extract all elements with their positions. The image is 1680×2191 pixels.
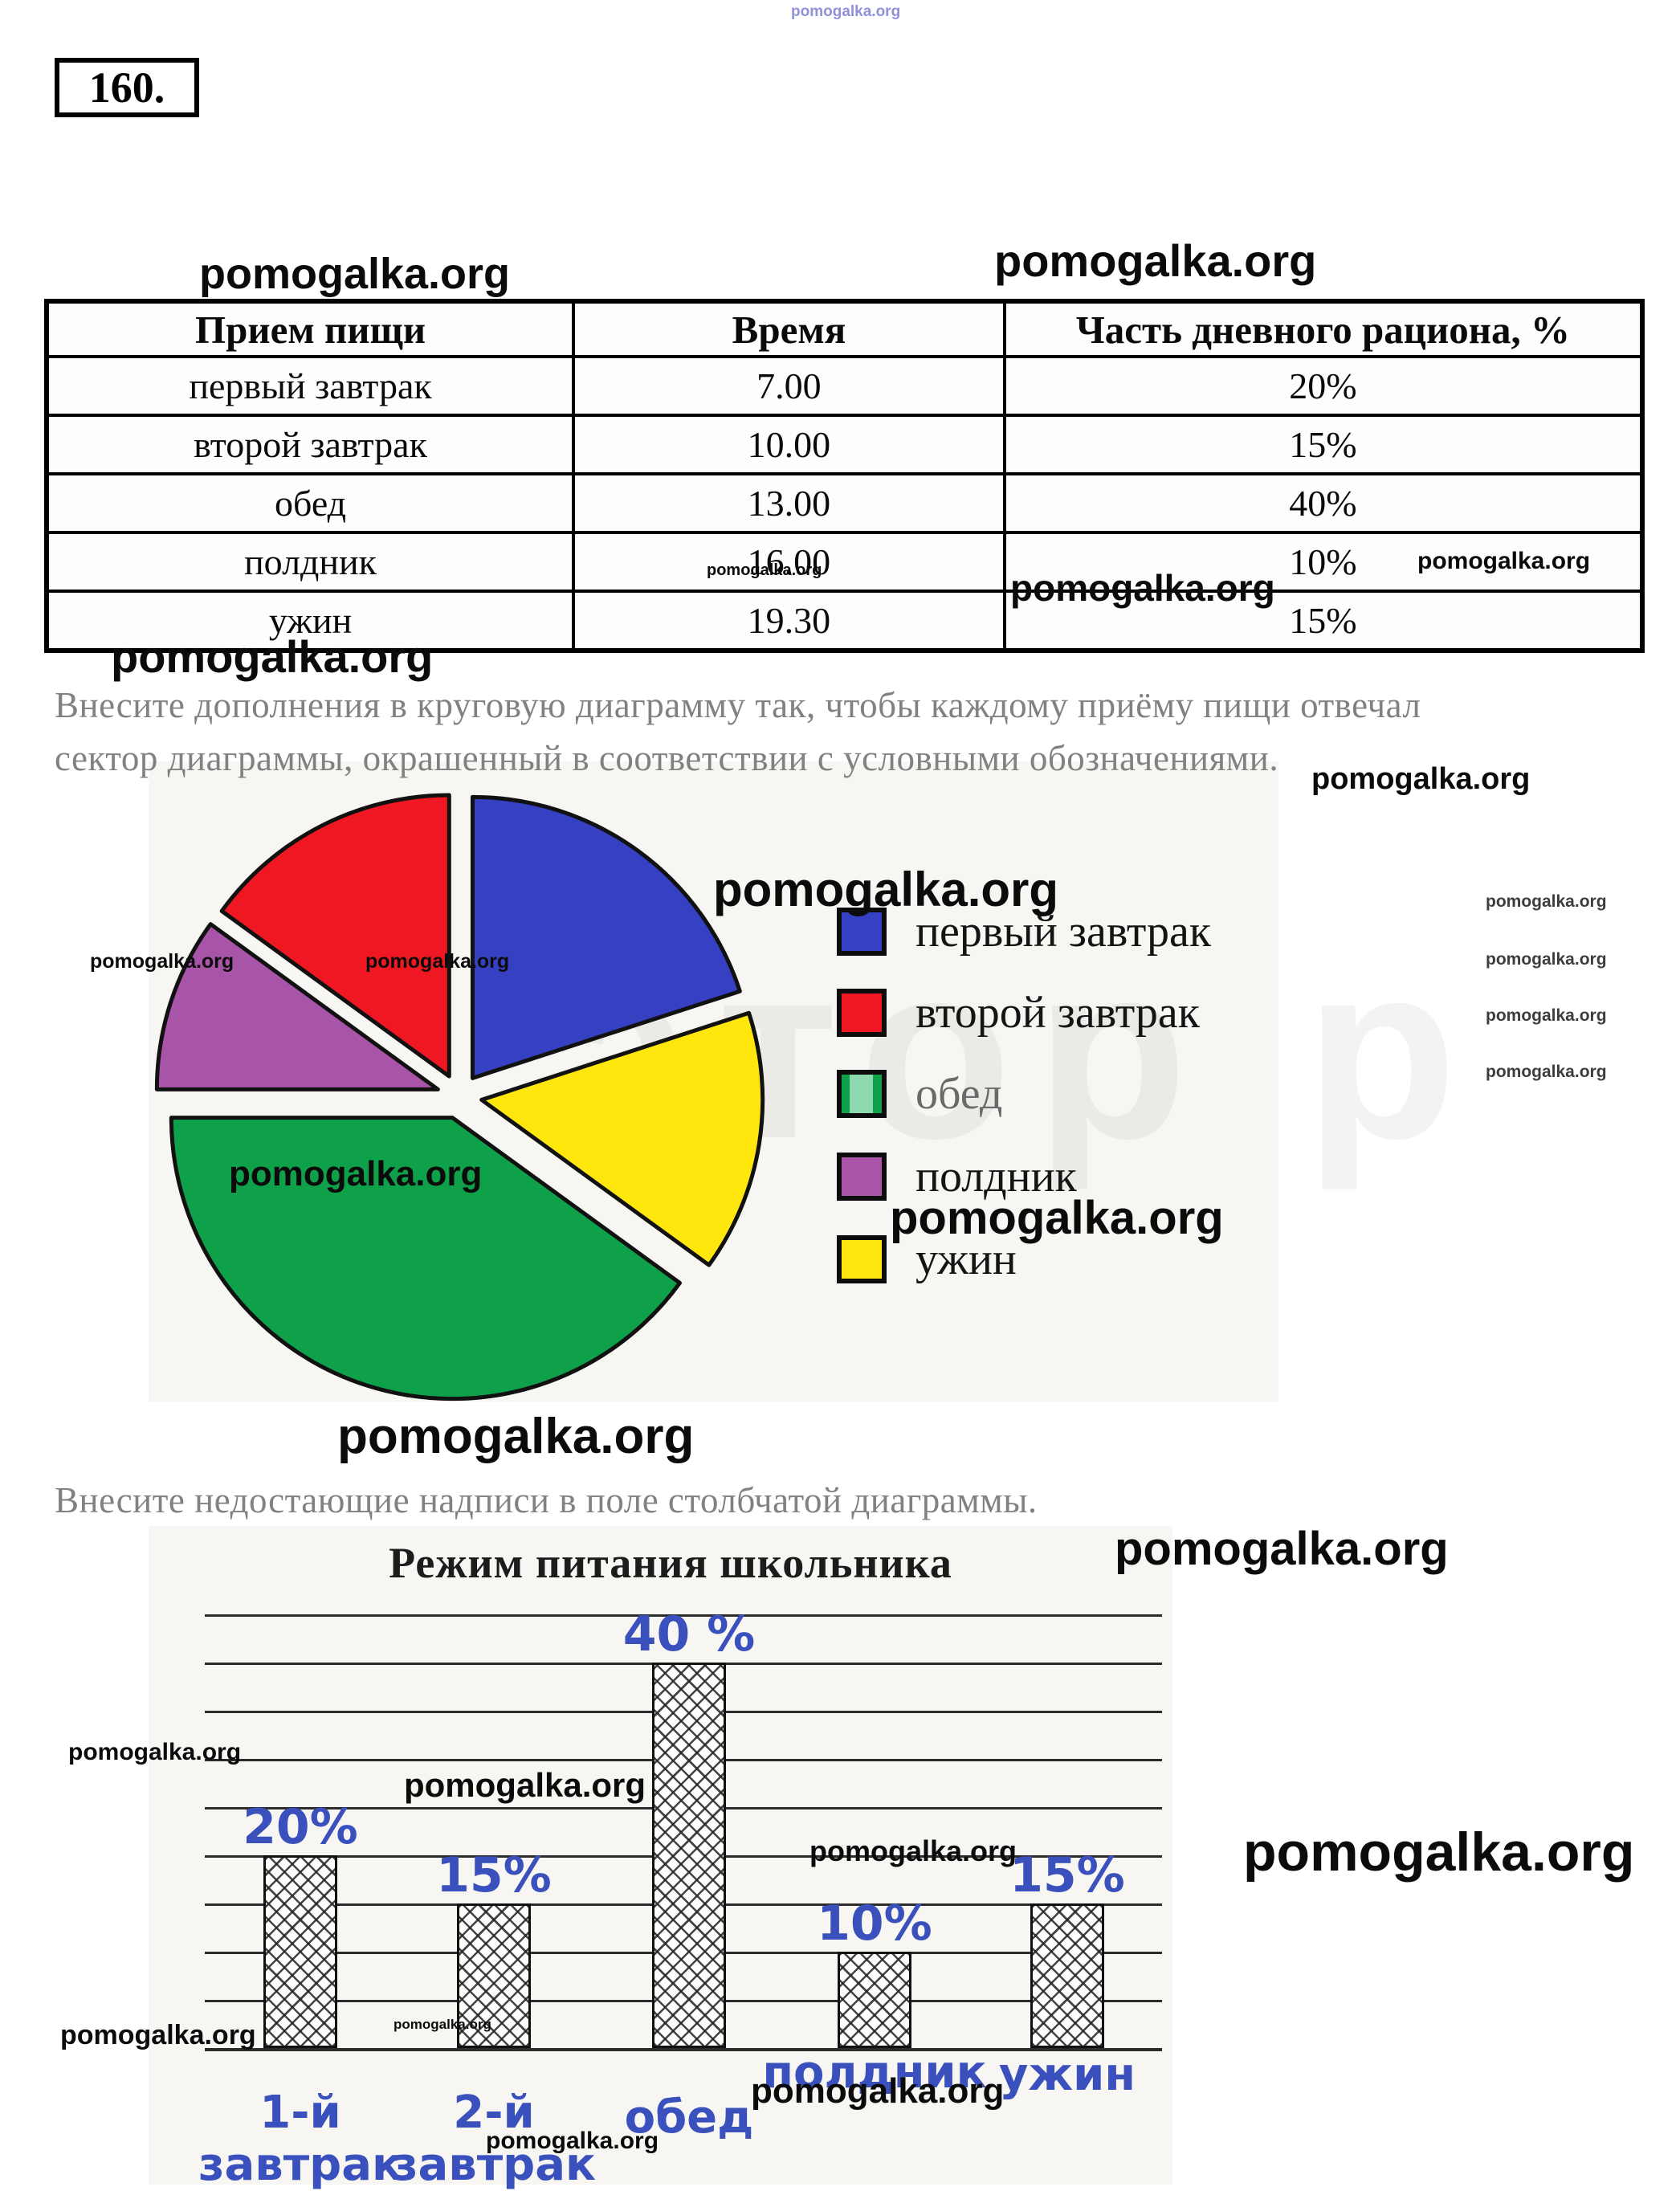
bar-value-label: 10% — [817, 1895, 932, 1952]
bar-instruction: Внесите недостающие надписи в поле столб… — [55, 1480, 1038, 1520]
bar-category-label: 1-й — [259, 2087, 341, 2139]
watermark: pomogalka.org — [1486, 1063, 1607, 1081]
watermark: pomogalka.org — [1486, 1006, 1607, 1025]
table-head: Прием пищи Время Часть дневного рациона, % — [44, 300, 1645, 358]
ration-table: Прием пищи Время Часть дневного рациона, %… — [44, 299, 1645, 653]
bar-category-label: завтрак — [391, 2139, 597, 2191]
table-cell: обед — [44, 472, 576, 534]
table-cell: первый завтрак — [44, 355, 576, 417]
legend-label: полдник — [915, 1152, 1077, 1202]
bar-category-label: полдник — [762, 2046, 987, 2099]
legend-item: второй завтрак — [837, 987, 1200, 1038]
table-cell: 10% — [1002, 531, 1645, 593]
table-cell: 19.30 — [572, 590, 1006, 652]
bar-value-label: 20% — [243, 1799, 358, 1855]
legend-swatch — [837, 989, 887, 1037]
table-cell: второй завтрак — [44, 414, 576, 475]
legend-item: ужин — [837, 1234, 1017, 1285]
gridline — [205, 1614, 1162, 1617]
legend-label: второй завтрак — [915, 988, 1200, 1038]
bar — [263, 1855, 337, 2048]
legend-swatch — [837, 1153, 887, 1201]
pie-slice-0 — [470, 794, 742, 1080]
bar-category-label: обед — [624, 2091, 754, 2144]
pie-slice-4 — [479, 1010, 765, 1267]
pie-slice-1 — [219, 793, 451, 1079]
pie-slice-2 — [169, 1116, 683, 1402]
table-row: полдник 16.00 10% — [44, 531, 1645, 593]
legend-label: обед — [915, 1069, 1003, 1119]
table-row: первый завтрак 7.00 20% — [44, 355, 1645, 417]
legend-label: ужин — [915, 1234, 1017, 1284]
watermark: pomogalka.org — [791, 3, 901, 20]
table-row: обед 13.00 40% — [44, 472, 1645, 534]
table-body: первый завтрак 7.00 20% второй завтрак 10.00… — [44, 355, 1645, 652]
pie-instruction-line1: Внесите дополнения в круговую диаграмму … — [55, 685, 1421, 725]
table-cell: ужин — [44, 590, 576, 652]
table-cell: 40% — [1002, 472, 1645, 534]
bar — [457, 1903, 531, 2048]
table-cell: 7.00 — [572, 355, 1006, 417]
table-row: ужин 19.30 15% — [44, 590, 1645, 652]
watermark: pomogalka.org — [994, 235, 1317, 286]
pie-instruction-line2: сектор диаграммы, окрашенный в соответст… — [55, 738, 1279, 778]
bar-value-label: 40 % — [622, 1606, 756, 1663]
bar — [652, 1663, 726, 2048]
watermark: pomogalka.org — [1243, 1822, 1635, 1883]
bar-category-label: завтрак — [198, 2139, 403, 2191]
bar — [838, 1952, 911, 2048]
table-cell: полдник — [44, 531, 576, 593]
pie-chart — [154, 793, 765, 1402]
table-header-cell: Прием пищи — [44, 300, 576, 358]
watermark: pomogalka.org — [199, 250, 511, 298]
watermark: pomogalka.org — [1486, 892, 1607, 911]
bar-value-label: 15% — [1009, 1847, 1125, 1903]
legend-label: первый завтрак — [915, 907, 1212, 957]
table-cell: 10.00 — [572, 414, 1006, 475]
table-header-cell: Время — [572, 300, 1006, 358]
legend-item: обед — [837, 1068, 1002, 1120]
table-row: второй завтрак 10.00 15% — [44, 414, 1645, 475]
bar-value-label: 15% — [436, 1847, 552, 1903]
table-cell: 20% — [1002, 355, 1645, 417]
legend-swatch — [837, 1070, 887, 1118]
gridline — [205, 2048, 1162, 2051]
problem-number: 160. — [55, 58, 199, 117]
legend-swatch — [837, 908, 887, 956]
watermark: pomogalka.org — [1486, 950, 1607, 969]
bar — [1030, 1903, 1104, 2048]
pie-slice-3 — [154, 922, 440, 1091]
table-cell: 13.00 — [572, 472, 1006, 534]
watermark: pomogalka.org — [337, 1409, 695, 1464]
table-cell: 16.00 — [572, 531, 1006, 593]
legend-swatch — [837, 1235, 887, 1283]
bar-category-label: 2-й — [453, 2087, 535, 2139]
watermark: pomogalka.org — [1311, 762, 1531, 796]
table-header-cell: Часть дневного рациона, % — [1002, 300, 1645, 358]
bar-category-label: ужин — [998, 2049, 1136, 2101]
bar-chart-title: Режим питания школьника — [389, 1539, 952, 1587]
table-cell: 15% — [1002, 414, 1645, 475]
table-cell: 15% — [1002, 590, 1645, 652]
legend-item: полдник — [837, 1151, 1077, 1202]
legend-item: первый завтрак — [837, 906, 1211, 957]
